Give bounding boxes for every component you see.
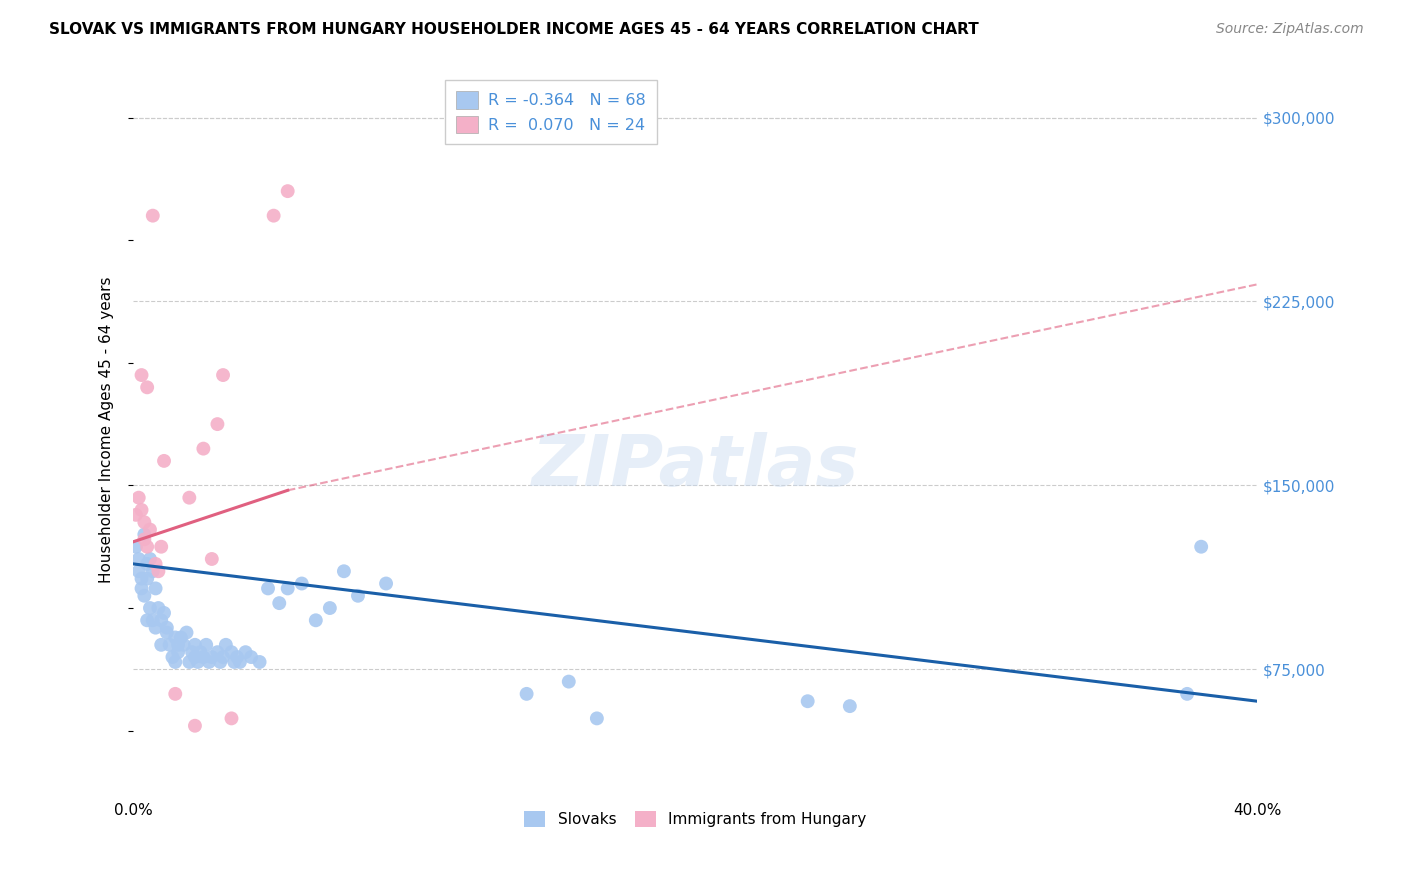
Text: SLOVAK VS IMMIGRANTS FROM HUNGARY HOUSEHOLDER INCOME AGES 45 - 64 YEARS CORRELAT: SLOVAK VS IMMIGRANTS FROM HUNGARY HOUSEH… (49, 22, 979, 37)
Point (156, 621, 179, 635)
Point (162, 650, 184, 665)
Point (179, 655, 201, 669)
Point (221, 645, 243, 659)
Point (139, 601, 162, 615)
Point (131, 582, 153, 596)
Point (229, 655, 252, 669)
Point (131, 572, 153, 586)
Point (212, 368, 235, 382)
Point (153, 454, 176, 468)
Point (277, 582, 299, 596)
Legend: Slovaks, Immigrants from Hungary: Slovaks, Immigrants from Hungary (516, 804, 875, 835)
Point (796, 694, 818, 708)
Point (136, 540, 159, 554)
Point (150, 638, 173, 652)
Point (269, 596, 291, 610)
Point (170, 631, 193, 645)
Point (145, 582, 167, 596)
Point (1189, 540, 1212, 554)
Point (142, 209, 165, 223)
Point (131, 503, 153, 517)
Point (277, 184, 299, 198)
Point (212, 650, 235, 665)
Point (190, 645, 212, 659)
Point (215, 638, 238, 652)
Point (193, 442, 215, 456)
Point (305, 613, 328, 627)
Point (148, 601, 170, 615)
Point (176, 625, 198, 640)
Point (226, 650, 249, 665)
Point (142, 564, 165, 578)
Point (1175, 687, 1198, 701)
Point (148, 564, 170, 578)
Point (209, 655, 232, 669)
Point (128, 491, 150, 505)
Point (134, 515, 156, 529)
Point (319, 601, 342, 615)
Point (291, 576, 314, 591)
Point (136, 572, 159, 586)
Point (184, 719, 207, 733)
Point (558, 674, 581, 689)
Point (142, 613, 165, 627)
Y-axis label: Householder Income Ages 45 - 64 years: Householder Income Ages 45 - 64 years (100, 277, 114, 583)
Point (207, 645, 229, 659)
Point (516, 687, 538, 701)
Point (134, 589, 156, 603)
Point (156, 625, 179, 640)
Point (240, 650, 263, 665)
Point (128, 564, 150, 578)
Point (184, 638, 207, 652)
Point (139, 523, 162, 537)
Point (375, 576, 398, 591)
Point (586, 711, 609, 725)
Point (184, 650, 207, 665)
Point (145, 621, 167, 635)
Point (139, 552, 162, 566)
Point (165, 655, 187, 669)
Point (235, 645, 257, 659)
Point (145, 557, 167, 571)
Point (173, 638, 195, 652)
Point (347, 589, 370, 603)
Point (136, 613, 159, 627)
Point (193, 650, 215, 665)
Point (187, 655, 209, 669)
Point (838, 699, 860, 714)
Point (128, 552, 150, 566)
Point (201, 552, 224, 566)
Point (201, 650, 224, 665)
Point (150, 613, 173, 627)
Point (125, 540, 148, 554)
Point (221, 711, 243, 725)
Point (136, 557, 159, 571)
Point (167, 638, 190, 652)
Point (165, 687, 187, 701)
Point (125, 508, 148, 522)
Point (179, 491, 201, 505)
Point (195, 638, 218, 652)
Point (257, 582, 280, 596)
Point (131, 368, 153, 382)
Point (134, 527, 156, 541)
Text: ZIPatlas: ZIPatlas (531, 432, 859, 501)
Point (134, 533, 156, 547)
Point (333, 564, 356, 578)
Point (165, 631, 187, 645)
Point (181, 645, 204, 659)
Point (150, 540, 173, 554)
Point (136, 380, 159, 394)
Point (167, 645, 190, 659)
Point (263, 209, 285, 223)
Text: Source: ZipAtlas.com: Source: ZipAtlas.com (1216, 22, 1364, 37)
Point (249, 655, 271, 669)
Point (153, 606, 176, 620)
Point (224, 655, 246, 669)
Point (159, 638, 181, 652)
Point (207, 417, 229, 431)
Point (198, 655, 221, 669)
